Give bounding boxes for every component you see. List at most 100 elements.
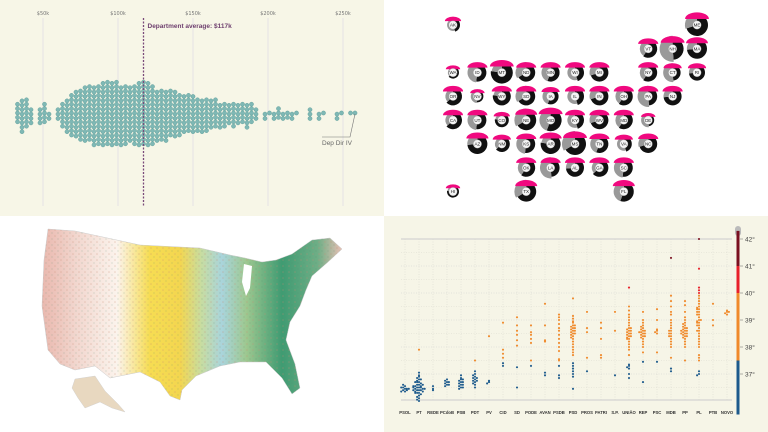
temperature-dot [641, 329, 645, 332]
salary-dot [91, 116, 97, 121]
temperature-dot [682, 331, 685, 334]
salary-dot [87, 119, 92, 125]
salary-dot [37, 120, 43, 126]
salary-dot [37, 116, 43, 121]
salary-dot [204, 123, 209, 129]
salary-dot [96, 110, 101, 116]
salary-dot [82, 103, 88, 108]
salary-dot [82, 98, 88, 104]
salary-dot [78, 101, 83, 107]
salary-dot [123, 115, 128, 120]
salary-dot [249, 110, 254, 116]
temperature-dot [571, 327, 575, 330]
salary-dot [127, 85, 133, 90]
state-label: SD [523, 94, 530, 99]
salary-dot [127, 107, 133, 112]
salary-dot [91, 125, 97, 130]
salary-dot [105, 123, 110, 129]
salary-dot [271, 111, 277, 117]
salary-dot [231, 123, 236, 129]
state-cap [613, 109, 634, 116]
salary-dot [217, 111, 223, 117]
temperature-dot [669, 340, 673, 343]
temperature-dot [445, 378, 449, 381]
salary-dot [145, 129, 151, 134]
temperature-dot [627, 345, 631, 349]
salary-dot [136, 103, 142, 108]
temperature-dot [417, 389, 421, 392]
state-tile-map-panel: AK ME VT NH MA WA ID MT ND MN WI MI NY CT RI OR NV WY SD IA… [384, 0, 768, 216]
salary-dot [217, 125, 223, 130]
salary-dot [64, 116, 70, 121]
temperature-dot [515, 329, 519, 332]
salary-dot [91, 85, 97, 90]
state-cap [564, 157, 586, 163]
temperature-dot [459, 386, 463, 389]
state-cap [540, 157, 561, 163]
temperature-dot [685, 327, 688, 330]
temperature-dot [585, 331, 589, 334]
temperature-dot [697, 332, 701, 335]
temperature-dot [627, 354, 631, 357]
salary-dot [168, 128, 173, 133]
temperature-dot [400, 390, 403, 393]
salary-dot [334, 116, 340, 121]
salary-dot [235, 120, 241, 126]
state-tile-fl: FL [612, 180, 635, 202]
category-label: PROS [581, 410, 593, 415]
salary-dot [226, 120, 232, 126]
temperature-dot [641, 321, 645, 324]
state-tile-ms: MS [561, 130, 587, 155]
temperature-dot [515, 324, 519, 327]
temperature-dot [627, 343, 631, 346]
salary-dot [136, 89, 142, 95]
contiguous-us-texture [42, 229, 342, 400]
salary-dot [28, 120, 34, 126]
temperature-dot [599, 337, 603, 340]
state-label: RI [695, 70, 700, 75]
state-label: TN [596, 142, 602, 147]
temperature-dot [571, 375, 575, 378]
salary-dot [78, 97, 83, 103]
temperature-dot [641, 343, 645, 346]
salary-dot [136, 133, 142, 139]
temperature-dot [557, 341, 561, 344]
temperature-dot [461, 383, 464, 386]
salary-dot [78, 88, 83, 94]
temperature-dot [697, 335, 701, 338]
state-cap [539, 132, 562, 139]
state-tile-ny: NY [638, 62, 659, 82]
salary-dot [123, 106, 128, 111]
temperature-dot [414, 385, 417, 388]
salary-dot [253, 116, 259, 121]
temperature-dot [473, 383, 477, 386]
temperature-dot [416, 386, 419, 389]
temperature-dot [419, 382, 422, 385]
temperature-dot [643, 332, 646, 335]
salary-dot [163, 111, 169, 117]
state-cap [444, 16, 462, 22]
salary-dot [199, 116, 205, 121]
state-cap [516, 62, 537, 68]
salary-dot [114, 88, 119, 94]
state-cap [641, 112, 656, 117]
salary-dot [24, 106, 29, 111]
temperature-dot [585, 327, 589, 330]
temperature-dot [627, 337, 631, 340]
salary-dot [114, 84, 119, 89]
salary-dot [19, 98, 25, 104]
state-label: AR [547, 142, 554, 147]
state-cap [442, 109, 464, 116]
salary-dot [136, 107, 142, 112]
temperature-dot [711, 318, 715, 322]
salary-dot [199, 107, 205, 112]
salary-dot [96, 128, 101, 133]
salary-dot [118, 107, 124, 112]
salary-dot [154, 129, 160, 134]
state-label: PA [645, 94, 651, 99]
salary-dot [285, 110, 290, 116]
temperature-dot [641, 351, 645, 354]
temperature-dot [668, 329, 671, 332]
temperature-dot [613, 329, 617, 332]
salary-dot [105, 88, 110, 94]
